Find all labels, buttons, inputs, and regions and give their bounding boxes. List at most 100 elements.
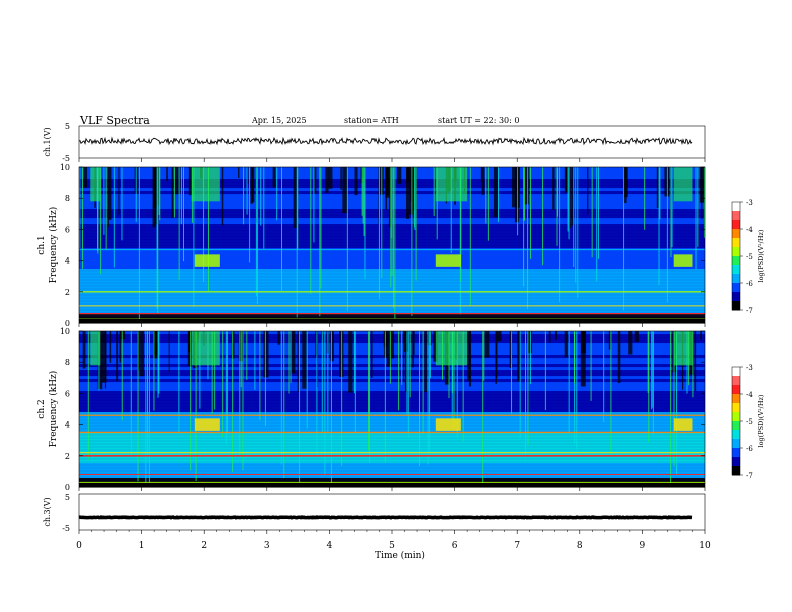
spectrogram-band [79,299,705,303]
time-tick-label: 0 [76,541,82,551]
spectrogram-gap [119,331,122,363]
spectrogram-gap [396,167,402,184]
spectrogram-streak [415,167,417,281]
colorbar-cell [732,412,740,415]
colorbar-cell [732,308,740,311]
colorbar-cell [732,288,740,291]
station-label: station= ATH [344,116,399,125]
time-tick-label: 5 [389,541,395,551]
spectrogram-streak [207,167,209,292]
spectrogram-streak [524,167,526,221]
spectrogram-streak [147,331,149,458]
spectrogram-band [79,382,705,386]
spectrogram-streak [158,331,160,394]
spectrogram-streak [623,167,625,311]
ch1-ytick-top: 5 [65,122,70,131]
spectrogram-streak [511,331,513,414]
spectrogram-gap [386,331,392,367]
colorbar-cell [732,390,740,393]
spectrogram-band [79,436,705,440]
ch3-waveform-panel: 5 -5 ch.3(V) [43,493,706,533]
spectrogram-band [79,409,705,413]
spectrogram-band [79,427,705,431]
spectrogram-band [79,308,705,312]
spectrogram-gap [101,331,107,383]
spectrogram-streak [87,331,89,460]
colorbar-cell [732,462,740,465]
colorbar-cell [732,238,740,241]
spectrogram-gap [497,331,502,342]
spectrogram-streak [137,331,139,482]
ch1-waveform-frame [78,125,706,159]
ch2-spectrogram-image [79,331,705,488]
spectrogram-gap [348,331,353,393]
colorbar-cell [732,370,740,373]
spectrogram-streak [211,331,213,414]
colorbar-cell [732,263,740,266]
spectrogram-streak [460,167,462,282]
colorbar-cell [732,259,740,262]
spectrogram-band [79,305,705,309]
spectrogram-band [79,278,705,282]
spectrogram-gap [564,167,570,193]
spectrogram-burst [435,167,468,202]
spectrogram-band [79,448,705,452]
spectrogram-streak [280,331,282,465]
spectrogram-streak [288,331,290,394]
spectrogram-streak [79,167,81,249]
colorbar-cell [732,239,740,243]
ch2-spectrogram-panel: ch.2 Frequency (kHz) 0 2 4 6 8 10 -3 -4 -5 -6 -7 l… [37,327,765,492]
colorbar-cell [732,299,740,302]
spectrogram-streak [321,331,323,433]
spectrogram-streak [299,331,301,483]
spectrogram-gap [293,167,298,228]
spectrogram-streak [544,331,546,411]
spectrogram-streak [666,167,668,303]
spectrogram-gap [137,331,141,371]
colorbar-cell [732,279,740,282]
spectrogram-streak [82,167,84,269]
spectrogram-streak [648,331,650,442]
colorbar-cell [732,444,740,447]
time-axis-ticks: 0 1 2 3 4 5 6 7 8 9 10 [76,158,711,551]
spectrogram-gap [116,331,119,382]
spectrogram-gap [580,331,586,387]
colorbar-cell [732,397,740,400]
colorbar-tick-label: -3 [746,199,753,207]
spectrogram-streak [232,331,234,472]
spectrogram-band [79,388,705,392]
spectrogram-gap [153,331,158,356]
spectrogram-streak [389,331,391,384]
spectrogram-band [79,463,705,467]
ch2-frequency-ticks: 0 2 4 6 8 10 [60,327,705,492]
ch2-spectrogram-ylabel-frequency: Frequency (kHz) [48,371,59,448]
ch1-waveform-trace [78,136,693,146]
colorbar-cell [732,230,740,234]
colorbar-cell [732,292,740,295]
spectrogram-streak [264,331,266,427]
spectrogram-streak [157,331,159,398]
spectrogram-band [79,358,705,362]
spectrogram-gap [370,331,373,379]
spectrogram-gap [495,331,498,384]
colorbar-cell [732,457,740,460]
spectrogram-gap [291,331,296,374]
ch3-waveform-trace [78,515,693,520]
colorbar-cell [732,386,740,390]
frequency-tick-label: 2 [65,452,70,461]
ch1-spectrogram-panel: ch.1 Frequency (kHz) 0 2 4 6 8 10 -3 -4 -5 -6 -7 l… [37,163,765,328]
spectrogram-streak [364,167,366,280]
spectrogram-patch [194,254,220,267]
spectrogram-gap [385,167,390,198]
spectrogram-burst [191,167,220,202]
spectrogram-streak [453,331,455,429]
spectrogram-streak [556,167,558,246]
colorbar-cell [732,257,740,261]
colorbar-cell [732,243,740,246]
colorbar-cell [732,379,740,382]
spectrogram-streak [529,331,531,385]
colorbar-cell [732,426,740,429]
colorbar-cell [732,270,740,273]
spectrogram-gap [517,331,521,382]
colorbar-cell [732,424,740,427]
